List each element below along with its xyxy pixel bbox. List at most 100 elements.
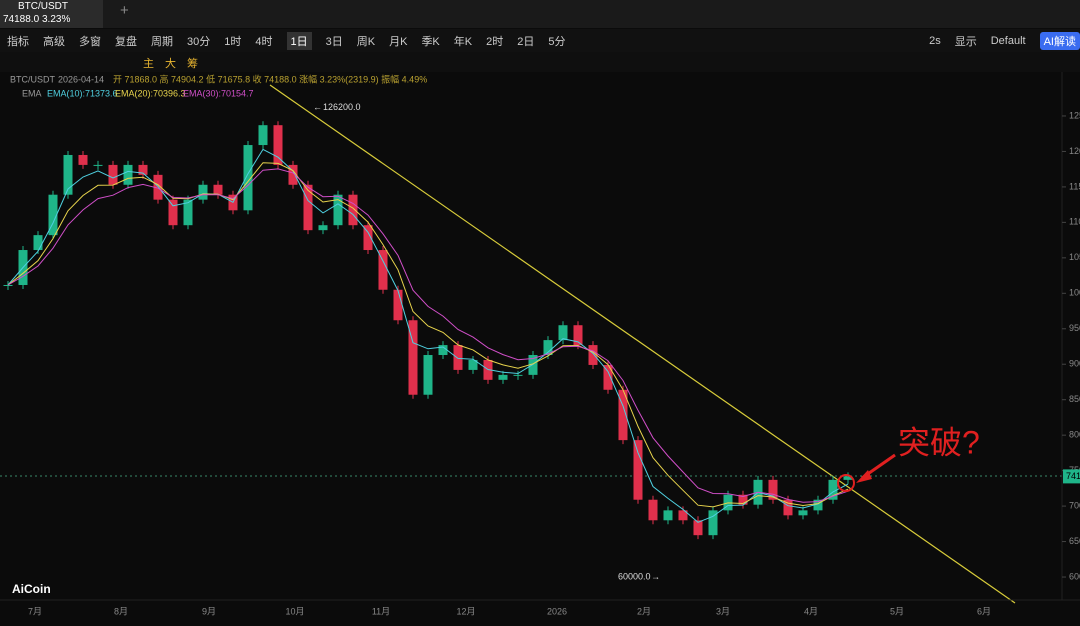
candle — [453, 345, 463, 370]
toolbar-button[interactable]: 高级 — [43, 35, 65, 48]
y-tick-label: 90000 — [1069, 359, 1080, 369]
y-tick-label: 120000 — [1069, 146, 1080, 156]
tab-symbol: BTC/USDT — [18, 1, 68, 12]
tab-change: 3.23% — [42, 14, 71, 25]
candle — [423, 355, 433, 395]
y-tick-label: 125000 — [1069, 110, 1080, 120]
toolbar-button[interactable]: 指标 — [7, 35, 29, 48]
candle — [123, 164, 133, 185]
candle — [168, 199, 178, 226]
candle — [318, 225, 328, 231]
candle — [288, 164, 298, 185]
candle — [153, 174, 163, 200]
ema-value: EMA(20):70396.3 — [115, 88, 186, 98]
legend-text: BTC/USDT — [10, 74, 56, 84]
candle — [798, 510, 808, 516]
candle — [603, 364, 613, 390]
drawbar-button[interactable]: 大 — [165, 58, 176, 70]
arrow-head — [856, 470, 872, 483]
period-button[interactable]: 30分 — [187, 35, 211, 48]
candle — [408, 320, 418, 395]
tab-price: 74188.0 — [3, 14, 40, 25]
ema-value: EMA(10):71373.6 — [47, 88, 118, 98]
period-button[interactable]: 2时 — [486, 35, 504, 48]
legend-text: 2026-04-14 — [58, 74, 104, 84]
x-tick-label: 2月 — [637, 606, 651, 616]
x-tick-label: 6月 — [977, 606, 991, 616]
period-button[interactable]: 周期 — [151, 35, 173, 48]
tab[interactable]: BTC/USDT 74188.0 3.23% — [0, 0, 103, 28]
candle — [558, 325, 568, 341]
y-tick-label: 85000 — [1069, 394, 1080, 404]
candle — [48, 194, 58, 236]
period-button[interactable]: 4时 — [255, 35, 273, 48]
period-button[interactable]: 3日 — [325, 35, 343, 48]
toolbar-button[interactable]: 复盘 — [115, 35, 137, 48]
period-button[interactable]: 周K — [356, 35, 376, 48]
period-button[interactable]: 5分 — [548, 35, 566, 48]
drawbar-button[interactable]: 筹 — [187, 58, 198, 70]
y-tick-label: 110000 — [1069, 217, 1080, 227]
add-tab[interactable]: + — [120, 2, 129, 19]
period-button[interactable]: 1日 — [286, 31, 312, 50]
y-tick-label: 95000 — [1069, 323, 1080, 333]
toolbar-button[interactable]: Default — [990, 34, 1026, 47]
candle — [243, 145, 253, 211]
toolbar-button[interactable]: 显示 — [954, 35, 977, 48]
candle — [588, 345, 598, 365]
toolbar-button[interactable]: 多窗 — [79, 35, 101, 48]
candle — [438, 345, 448, 356]
toolbar-button[interactable]: AI解读 — [1039, 31, 1080, 50]
period-button[interactable]: 季K — [421, 35, 440, 48]
candle — [813, 499, 823, 511]
candle — [663, 510, 673, 521]
candle — [678, 510, 688, 521]
legend-text: EMA — [22, 88, 42, 98]
toolbar: 指标 高级 多窗 复盘 周期 30分 1时 4时 1日 3日 周K 月K 季K 年K 2时 2日 5分 2s 显示 D… — [0, 29, 1080, 52]
drawbar: 主大筹 — [0, 52, 1080, 72]
candle — [108, 164, 118, 185]
candle — [183, 199, 193, 226]
candle — [528, 355, 538, 375]
candle — [738, 494, 748, 505]
y-tick-label: 60000 — [1069, 571, 1080, 581]
y-tick-label: 105000 — [1069, 252, 1080, 262]
candle — [573, 325, 583, 346]
y-tick-label: 65000 — [1069, 536, 1080, 546]
x-tick-label: 11月 — [372, 606, 390, 616]
candle — [198, 184, 208, 200]
ema-line — [7, 168, 849, 503]
candle — [543, 340, 553, 356]
candle — [258, 125, 268, 146]
toolbar-button[interactable]: 2s — [929, 34, 941, 47]
tab-bar: BTC/USDT 74188.0 3.23% + — [0, 0, 1080, 28]
period-button[interactable]: 年K — [453, 35, 473, 48]
candle — [213, 184, 223, 195]
drawbar-button[interactable]: 主 — [143, 58, 154, 70]
y-tick-label: 115000 — [1069, 181, 1080, 191]
period-button[interactable]: 2日 — [517, 35, 535, 48]
candle — [273, 125, 283, 165]
candle — [828, 479, 838, 500]
x-tick-label: 2026 — [547, 606, 567, 616]
y-tick-label: 100000 — [1069, 288, 1080, 298]
brand: AiCoin — [12, 582, 51, 596]
candle — [768, 479, 778, 500]
x-tick-label: 5月 — [890, 606, 904, 616]
x-tick-label: 3月 — [716, 606, 730, 616]
period-button[interactable]: 月K — [389, 35, 408, 48]
x-tick-label: 10月 — [285, 606, 304, 616]
x-tick-label: 9月 — [202, 606, 216, 616]
y-tick-label: 70000 — [1069, 500, 1080, 510]
period-button[interactable]: 1时 — [224, 35, 242, 48]
candle — [333, 194, 343, 226]
x-tick-label: 7月 — [28, 606, 42, 616]
candle — [783, 499, 793, 516]
candle — [93, 164, 103, 166]
candle — [348, 194, 358, 226]
candle — [3, 285, 13, 287]
y-tick-label: 80000 — [1069, 430, 1080, 440]
ema-line — [7, 162, 849, 508]
candle — [498, 374, 508, 380]
